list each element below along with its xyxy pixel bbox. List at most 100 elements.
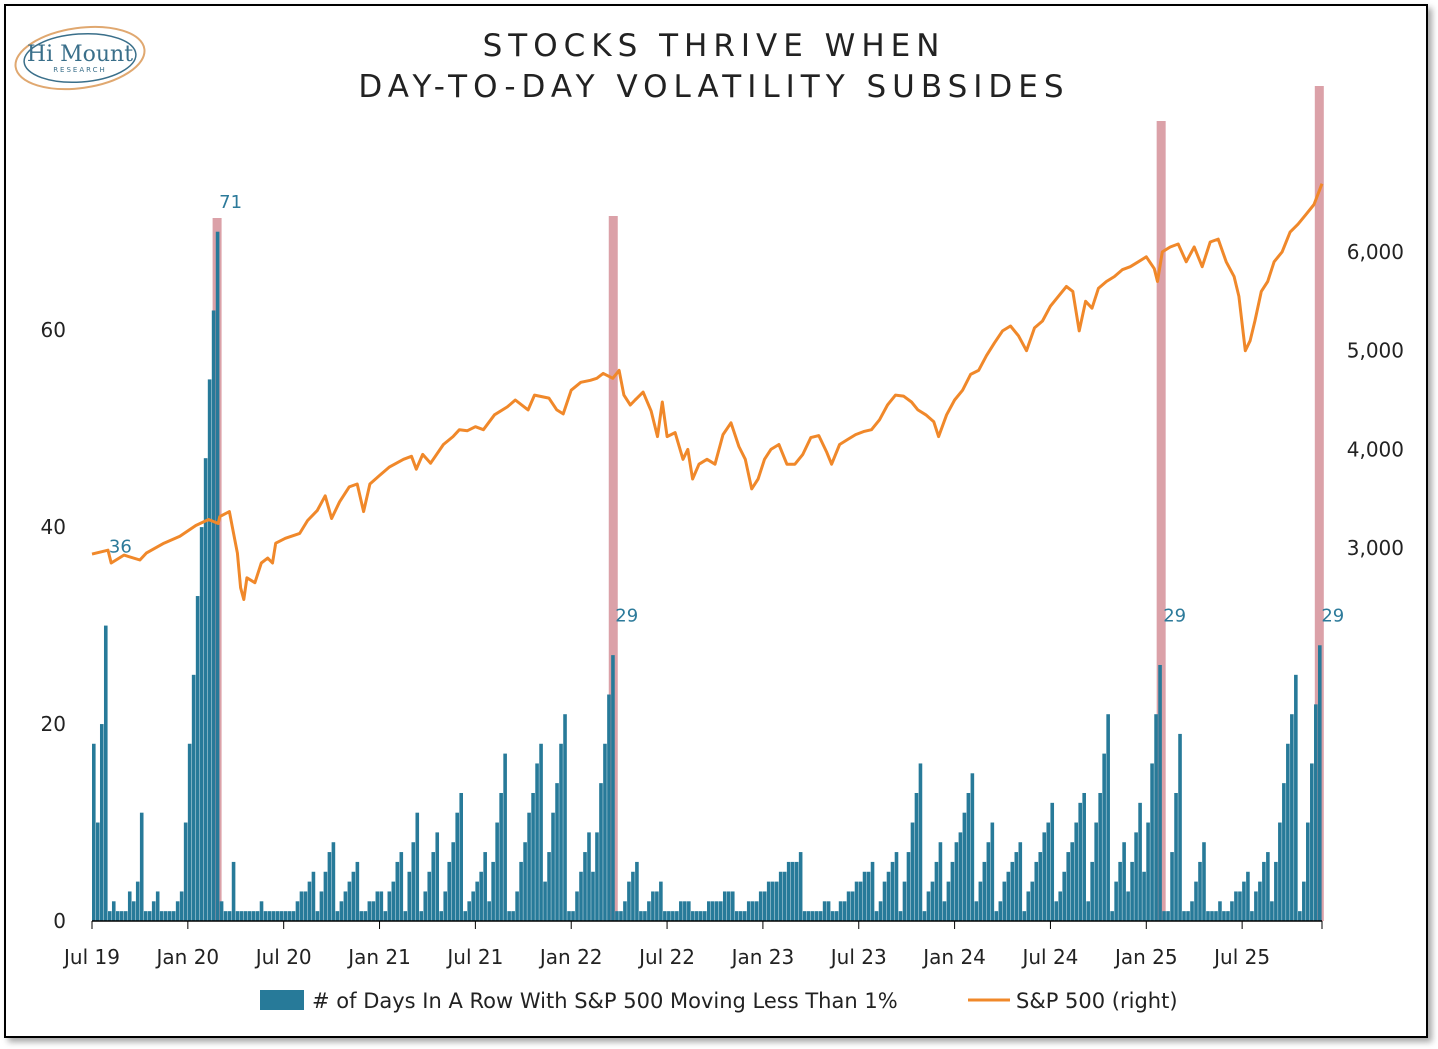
bar bbox=[1202, 842, 1206, 921]
bar bbox=[734, 911, 739, 921]
bar bbox=[1290, 714, 1294, 921]
bar bbox=[774, 881, 779, 921]
bar bbox=[958, 832, 963, 921]
bar bbox=[1146, 822, 1150, 921]
bar bbox=[738, 911, 743, 921]
bar bbox=[435, 832, 440, 921]
bar bbox=[551, 812, 555, 921]
bar bbox=[986, 842, 991, 921]
bar bbox=[846, 891, 851, 921]
bar bbox=[635, 861, 639, 921]
bar bbox=[990, 822, 995, 921]
bar bbox=[471, 891, 475, 921]
bar bbox=[475, 881, 479, 921]
bar bbox=[1230, 901, 1234, 921]
x-tick-label: Jan 20 bbox=[155, 945, 220, 969]
bar bbox=[675, 911, 679, 921]
bar bbox=[1094, 822, 1098, 921]
bar bbox=[1214, 911, 1218, 921]
bar bbox=[171, 911, 176, 921]
bar bbox=[926, 891, 931, 921]
x-tick-label: Jan 23 bbox=[730, 945, 795, 969]
bar bbox=[583, 852, 587, 921]
bar bbox=[1246, 871, 1250, 921]
bar bbox=[1118, 861, 1122, 921]
bar bbox=[754, 901, 759, 921]
bar bbox=[742, 911, 747, 921]
bar bbox=[1170, 852, 1174, 921]
bar bbox=[954, 842, 959, 921]
bar bbox=[107, 911, 112, 921]
bar bbox=[922, 911, 927, 921]
bar bbox=[599, 783, 603, 921]
bar bbox=[1242, 881, 1246, 921]
bar bbox=[227, 911, 232, 921]
bar bbox=[758, 891, 763, 921]
bar bbox=[455, 812, 460, 921]
bar bbox=[255, 911, 260, 921]
bar bbox=[998, 901, 1003, 921]
bar bbox=[902, 881, 907, 921]
bar bbox=[1218, 901, 1222, 921]
bar bbox=[1102, 753, 1106, 921]
bar bbox=[942, 901, 947, 921]
bar bbox=[603, 743, 607, 921]
bar bbox=[1026, 891, 1031, 921]
bar bbox=[151, 901, 156, 921]
bar-value-label: 36 bbox=[109, 537, 132, 558]
axes: Jul 19 Jan 20 Jul 20 Jan 21 Jul 21 Jan 22 Jul … bbox=[41, 240, 1404, 969]
chart-frame: Hi Mount RESEARCH STOCKS THRIVE WHEN DAY… bbox=[4, 4, 1428, 1038]
bar bbox=[1050, 802, 1055, 921]
bar bbox=[762, 891, 767, 921]
bar bbox=[1190, 901, 1194, 921]
bar bbox=[487, 901, 491, 921]
bar bbox=[335, 911, 340, 921]
bar bbox=[1266, 852, 1270, 921]
bar-value-label: 29 bbox=[1321, 605, 1344, 626]
bar bbox=[1070, 842, 1075, 921]
bar bbox=[419, 911, 424, 921]
left-y-tick-label: 20 bbox=[41, 712, 66, 736]
bar bbox=[127, 891, 132, 921]
bar bbox=[703, 911, 707, 921]
bar bbox=[834, 911, 839, 921]
bar bbox=[175, 901, 180, 921]
bar bbox=[523, 842, 527, 921]
logo-subtitle: RESEARCH bbox=[53, 66, 107, 74]
bar bbox=[1082, 792, 1086, 921]
bar bbox=[243, 911, 248, 921]
bar bbox=[1250, 911, 1254, 921]
bar bbox=[399, 852, 404, 921]
bar bbox=[99, 724, 104, 921]
x-tick-label: Jul 20 bbox=[254, 945, 312, 969]
left-y-tick-label: 0 bbox=[53, 909, 66, 933]
bar bbox=[671, 911, 675, 921]
bar bbox=[495, 822, 499, 921]
bar bbox=[782, 871, 787, 921]
bar bbox=[143, 911, 148, 921]
bar bbox=[1114, 881, 1118, 921]
bar bbox=[327, 852, 332, 921]
bar bbox=[1022, 911, 1027, 921]
bar bbox=[571, 911, 575, 921]
bar bbox=[343, 891, 348, 921]
bar-value-label: 71 bbox=[219, 192, 242, 213]
bar bbox=[1078, 802, 1082, 921]
bar bbox=[894, 852, 899, 921]
bar bbox=[1306, 822, 1310, 921]
bar bbox=[511, 911, 515, 921]
bar bbox=[355, 861, 360, 921]
legend: # of Days In A Row With S&P 500 Moving L… bbox=[260, 989, 1178, 1013]
bar bbox=[431, 852, 436, 921]
bar bbox=[211, 310, 216, 921]
bar bbox=[1138, 802, 1142, 921]
bar bbox=[778, 871, 783, 921]
logo-text: Hi Mount bbox=[27, 42, 133, 67]
bar bbox=[167, 911, 172, 921]
bar bbox=[786, 861, 791, 921]
bar bbox=[339, 901, 344, 921]
bar bbox=[882, 881, 887, 921]
bar bbox=[503, 753, 507, 921]
bar bbox=[790, 861, 795, 921]
bar bbox=[115, 911, 120, 921]
